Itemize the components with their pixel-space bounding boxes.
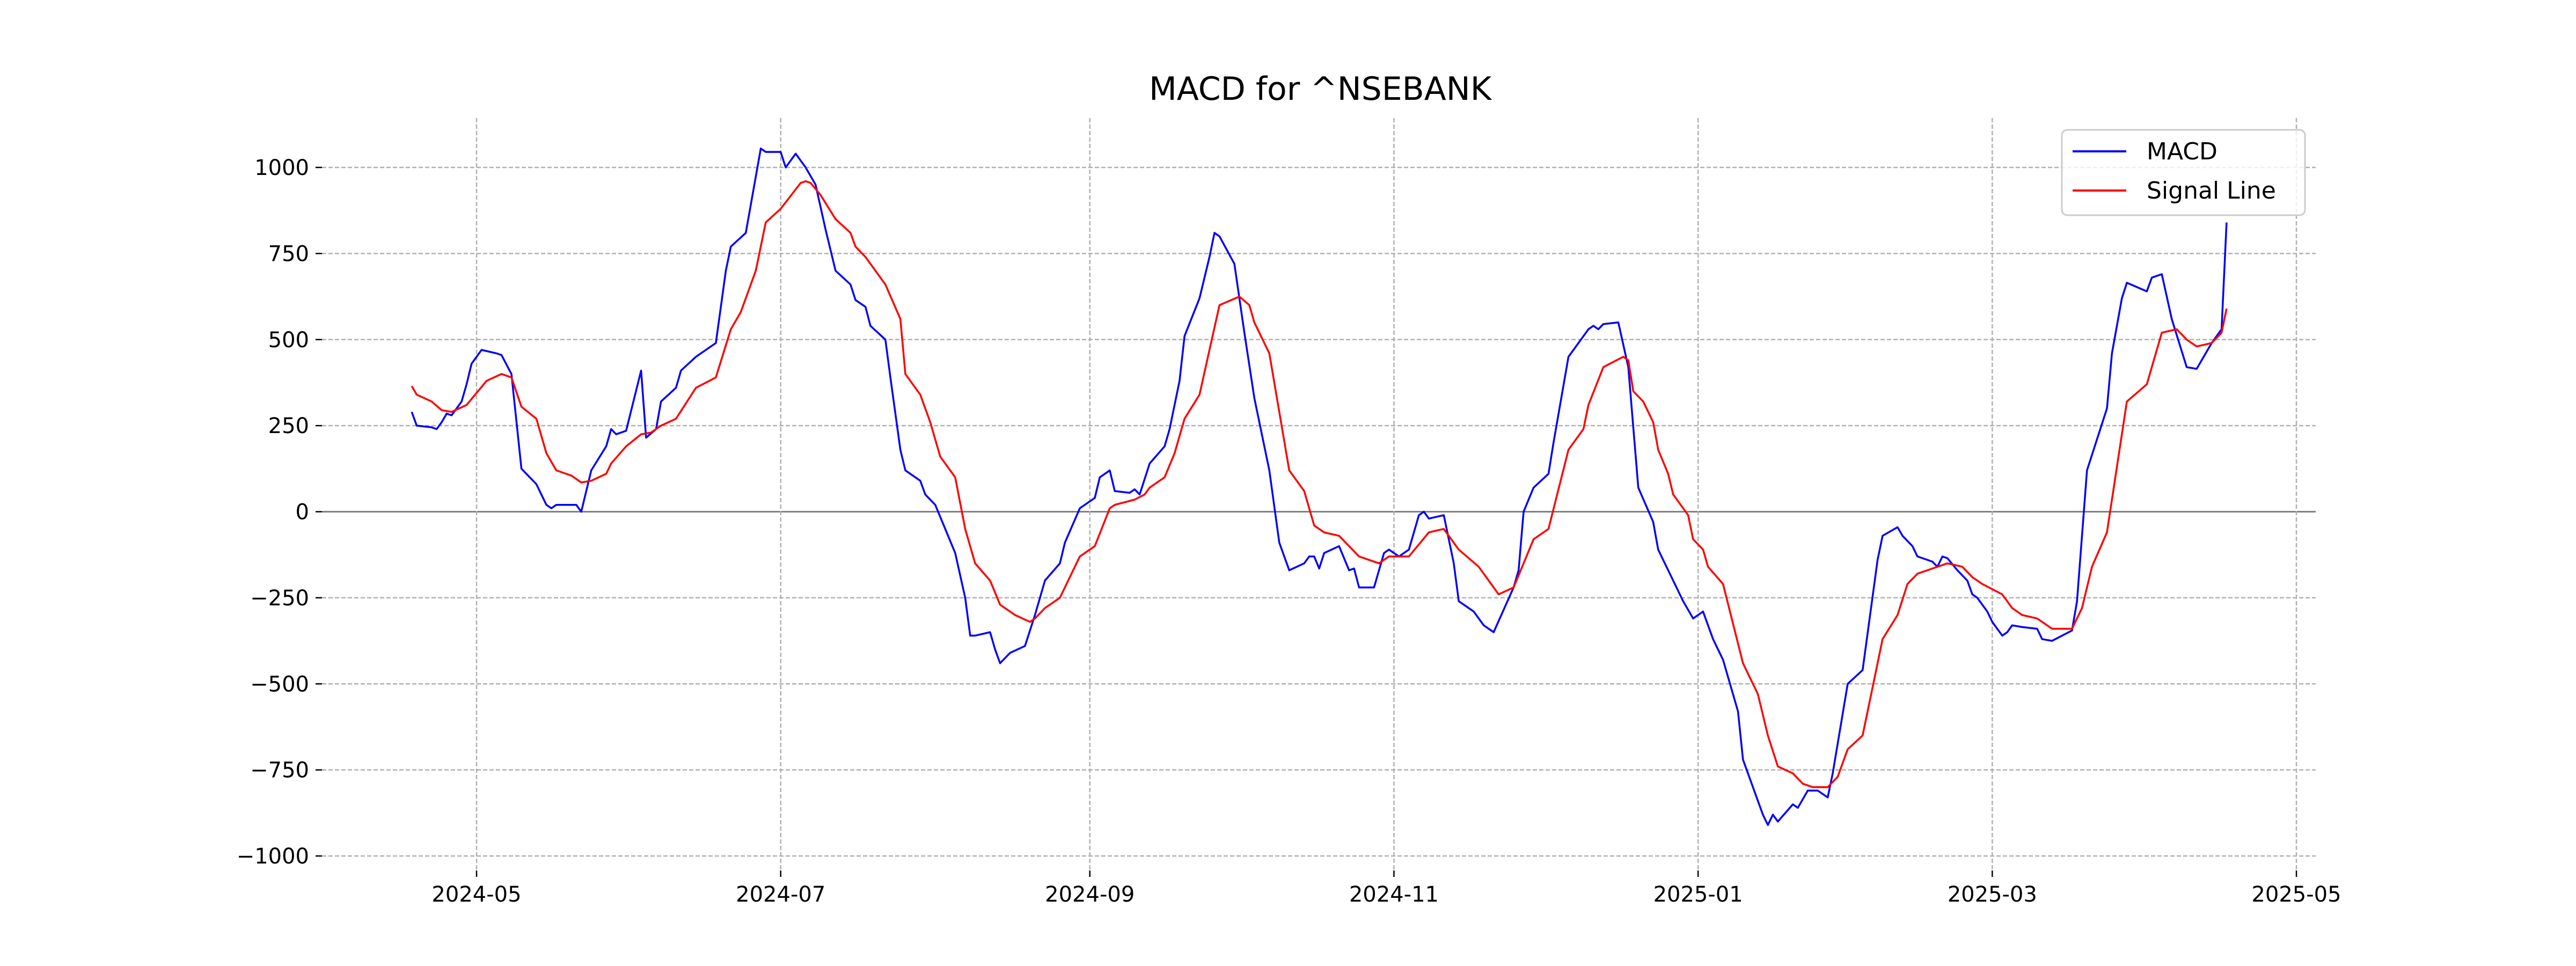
signal-line <box>411 180 2228 788</box>
x-axis: 2024-05 2024-07 2024-09 2024-11 2025-01 2025-… <box>431 870 2341 907</box>
macd-line <box>411 147 2228 826</box>
x-tick-label: 2025-05 <box>2251 882 2341 907</box>
y-tick-label: −1000 <box>237 844 309 869</box>
y-tick-label: −500 <box>250 672 309 697</box>
x-tick-label: 2025-01 <box>1653 882 1743 907</box>
x-tick-label: 2024-09 <box>1045 882 1135 907</box>
legend-macd-label: MACD <box>2147 138 2218 165</box>
y-tick-label: 1000 <box>254 156 309 180</box>
x-tick-label: 2024-11 <box>1349 882 1439 907</box>
y-tick-label: 0 <box>296 500 309 525</box>
y-tick-label: 500 <box>268 328 309 353</box>
y-tick-label: 750 <box>268 241 309 266</box>
y-tick-label: −250 <box>250 586 309 611</box>
y-tick-label: 250 <box>268 414 309 438</box>
legend: MACD Signal Line <box>2061 129 2306 216</box>
x-tick-label: 2024-07 <box>736 882 825 907</box>
chart-title: MACD for ^NSEBANK <box>1149 70 1492 108</box>
grid-lines <box>322 118 2316 870</box>
series-lines <box>411 147 2228 826</box>
y-axis: 1000 750 500 250 0 −250 −500 −750 −1000 <box>237 156 322 869</box>
y-tick-label: −750 <box>250 758 309 783</box>
legend-signal-label: Signal Line <box>2147 177 2276 204</box>
x-tick-label: 2024-05 <box>431 882 521 907</box>
x-tick-label: 2025-03 <box>1948 882 2037 907</box>
